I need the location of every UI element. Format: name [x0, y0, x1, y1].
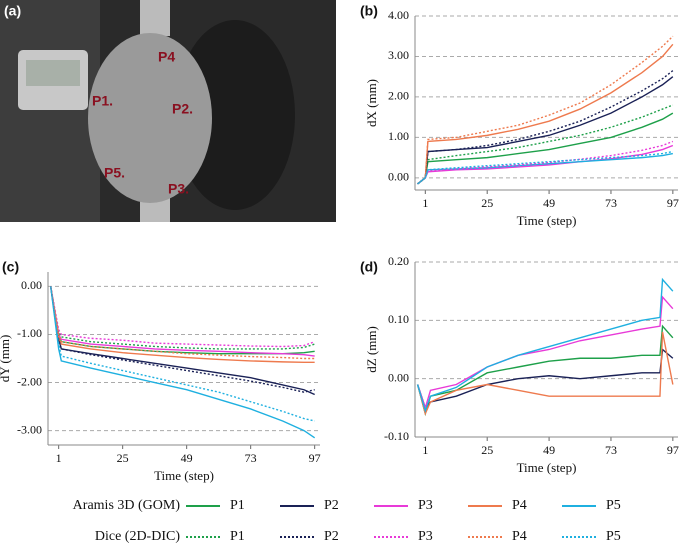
series-line [49, 286, 315, 393]
y-axis-label: dX (mm) [364, 79, 379, 127]
legend-row-label: Dice (2D-DIC) [95, 529, 180, 543]
y-tick-label: 0.20 [388, 254, 409, 268]
x-tick-label: 73 [605, 196, 617, 210]
photo-frame [0, 0, 100, 222]
series-line [49, 286, 315, 422]
series-line [49, 286, 315, 350]
series-line [416, 331, 674, 416]
series-line [417, 112, 674, 185]
series-line [49, 286, 315, 364]
x-tick-label: 1 [422, 196, 428, 210]
x-tick-label: 97 [309, 451, 321, 465]
y-tick-label: 0.10 [388, 312, 409, 326]
legend-row-label: Aramis 3D (GOM) [73, 498, 181, 513]
x-tick-label: 49 [543, 196, 555, 210]
x-axis-label: Time (step) [154, 468, 214, 483]
x-axis-label: Time (step) [517, 213, 577, 228]
y-axis-label: dY (mm) [0, 335, 12, 383]
x-tick-label: 25 [481, 196, 493, 210]
series-line [416, 277, 674, 414]
y-tick-label: 0.00 [21, 278, 42, 292]
series-line [417, 43, 674, 185]
y-tick-label: -0.10 [384, 429, 409, 443]
legend-label: P4 [512, 498, 527, 513]
point-label: P3. [168, 181, 189, 197]
y-tick-label: 2.00 [388, 89, 409, 103]
x-tick-label: 25 [481, 443, 493, 457]
panel-label: (a) [4, 3, 21, 19]
legend-label: P4 [512, 529, 527, 543]
x-tick-label: 97 [667, 196, 679, 210]
panel-label: (b) [360, 3, 378, 19]
y-tick-label: -2.00 [17, 374, 42, 388]
series-line [49, 286, 315, 396]
photo: (a) P4 P1. P2. P5. P3. [0, 0, 336, 222]
point-label: P1. [92, 93, 113, 109]
legend-label: P3 [418, 529, 433, 543]
x-tick-label: 49 [181, 451, 193, 465]
x-tick-label: 1 [56, 451, 62, 465]
panel-label: (c) [2, 259, 19, 275]
y-tick-label: -1.00 [17, 326, 42, 340]
series-line [417, 150, 673, 185]
x-tick-label: 49 [543, 443, 555, 457]
series-line [416, 295, 674, 411]
legend-label: P1 [230, 498, 245, 513]
panel-label: (d) [360, 259, 378, 275]
x-tick-label: 97 [667, 443, 679, 457]
legend-label: P5 [606, 529, 621, 543]
series-line [417, 70, 674, 185]
series-line [49, 286, 315, 348]
specimen-side [175, 20, 295, 210]
x-tick-label: 1 [422, 443, 428, 457]
y-tick-label: 0.00 [388, 370, 409, 384]
point-label: P4 [158, 49, 175, 65]
y-tick-label: 3.00 [388, 48, 409, 62]
series-line [416, 324, 674, 417]
x-tick-label: 73 [245, 451, 257, 465]
legend-label: P2 [324, 498, 339, 513]
clock-display [26, 60, 80, 86]
legend-label: P2 [324, 529, 339, 543]
y-tick-label: 1.00 [388, 129, 409, 143]
point-label: P5. [104, 165, 125, 181]
specimen-face [88, 33, 212, 203]
y-tick-label: 4.00 [388, 8, 409, 22]
legend-label: P3 [418, 498, 433, 513]
y-axis-label: dZ (mm) [364, 326, 379, 373]
point-label: P2. [172, 101, 193, 117]
x-axis-label: Time (step) [517, 460, 577, 475]
legend-label: P1 [230, 529, 245, 543]
series-line [417, 35, 674, 185]
x-tick-label: 73 [605, 443, 617, 457]
press-plate [140, 0, 170, 36]
y-tick-label: -3.00 [17, 422, 42, 436]
y-tick-label: 0.00 [388, 170, 409, 184]
x-tick-label: 25 [117, 451, 129, 465]
legend-label: P5 [606, 498, 621, 513]
series-line [49, 286, 315, 357]
series-line [49, 286, 316, 439]
